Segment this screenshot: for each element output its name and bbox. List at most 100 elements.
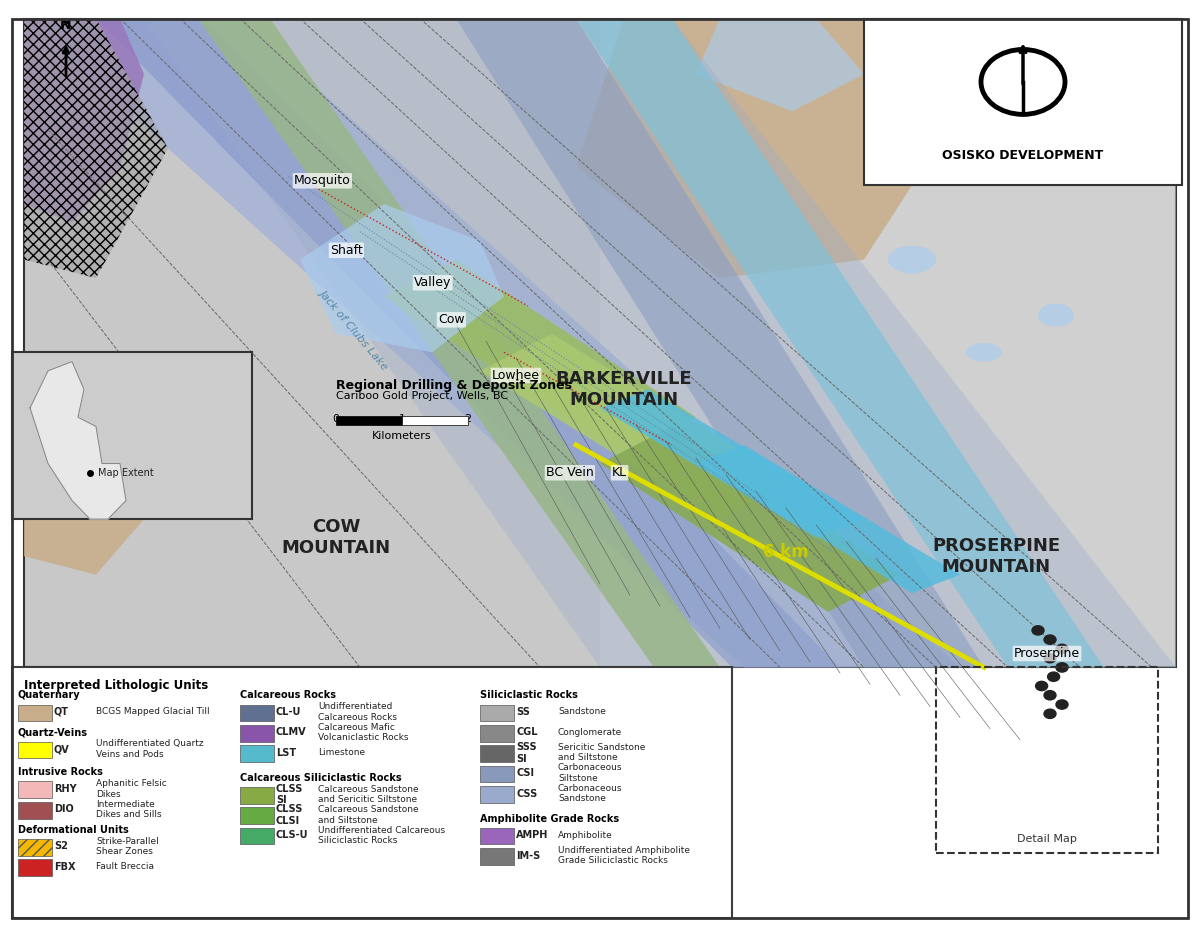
Text: Sandstone: Sandstone — [558, 707, 606, 717]
Text: Fault Breccia: Fault Breccia — [96, 862, 154, 871]
Polygon shape — [576, 19, 1104, 667]
Text: Siliciclastic Rocks: Siliciclastic Rocks — [480, 691, 578, 700]
Circle shape — [1036, 681, 1048, 691]
Text: Sericitic Sandstone
and Siltstone: Sericitic Sandstone and Siltstone — [558, 743, 646, 762]
Polygon shape — [480, 334, 792, 519]
Bar — [18, 802, 52, 819]
Text: Calcareous Mafic
Volcaniclastic Rocks: Calcareous Mafic Volcaniclastic Rocks — [318, 723, 408, 742]
Text: CL-U: CL-U — [276, 707, 301, 717]
Polygon shape — [696, 19, 864, 111]
Text: Proserpine: Proserpine — [1014, 647, 1080, 660]
Text: BC Vein: BC Vein — [546, 466, 594, 479]
Text: Mosquito: Mosquito — [294, 174, 350, 187]
Text: 2: 2 — [464, 414, 472, 425]
Bar — [402, 416, 468, 425]
Text: QT: QT — [54, 707, 70, 717]
Bar — [240, 787, 274, 804]
Polygon shape — [24, 445, 144, 575]
Polygon shape — [600, 426, 900, 612]
Circle shape — [1032, 626, 1044, 635]
Text: 0: 0 — [332, 414, 340, 425]
Circle shape — [986, 54, 1060, 109]
Text: CLMV: CLMV — [276, 728, 307, 737]
Bar — [24, 19, 1176, 667]
Text: Aphanitic Felsic
Dikes: Aphanitic Felsic Dikes — [96, 780, 167, 798]
Text: Carbonaceous
Sandstone: Carbonaceous Sandstone — [558, 784, 623, 803]
Text: AMPH: AMPH — [516, 831, 548, 840]
Text: CLSS
SI: CLSS SI — [276, 783, 304, 806]
Text: Undifferentiated Calcareous
Siliciclastic Rocks: Undifferentiated Calcareous Siliciclasti… — [318, 826, 445, 844]
Text: Map Extent: Map Extent — [98, 467, 154, 477]
Text: Carbonaceous
Siltstone: Carbonaceous Siltstone — [558, 764, 623, 782]
Bar — [240, 828, 274, 844]
Bar — [480, 828, 514, 844]
Ellipse shape — [1038, 304, 1074, 326]
Text: Strike-Parallel
Shear Zones: Strike-Parallel Shear Zones — [96, 837, 158, 856]
Circle shape — [1044, 654, 1056, 663]
Polygon shape — [696, 445, 960, 593]
Text: QV: QV — [54, 744, 70, 754]
Polygon shape — [96, 19, 840, 667]
Text: Intrusive Rocks: Intrusive Rocks — [18, 768, 103, 777]
Text: 6 km: 6 km — [763, 542, 809, 561]
Text: CSS: CSS — [516, 789, 538, 798]
Circle shape — [1044, 635, 1056, 644]
Polygon shape — [144, 19, 1176, 667]
Text: Limestone: Limestone — [318, 748, 365, 757]
Polygon shape — [384, 260, 696, 454]
Text: Interpreted Lithologic Units: Interpreted Lithologic Units — [24, 679, 209, 692]
Bar — [18, 781, 52, 798]
Circle shape — [1056, 644, 1068, 654]
Polygon shape — [600, 389, 864, 538]
Ellipse shape — [888, 246, 936, 273]
Text: PROSERPINE
MOUNTAIN: PROSERPINE MOUNTAIN — [932, 537, 1060, 576]
Text: Valley: Valley — [414, 276, 451, 289]
Text: Jack of Clubs Lake: Jack of Clubs Lake — [318, 287, 390, 371]
Bar — [12, 667, 732, 918]
Text: SSS
SI: SSS SI — [516, 742, 536, 764]
Polygon shape — [24, 19, 168, 278]
Text: Calcareous Sandstone
and Siltstone: Calcareous Sandstone and Siltstone — [318, 806, 419, 824]
Circle shape — [1048, 672, 1060, 681]
Bar — [480, 786, 514, 803]
Text: Undifferentiated Amphibolite
Grade Siliciclastic Rocks: Undifferentiated Amphibolite Grade Silic… — [558, 846, 690, 865]
Text: Amphibolite Grade Rocks: Amphibolite Grade Rocks — [480, 814, 619, 823]
Text: LST: LST — [276, 748, 296, 757]
Text: 1: 1 — [398, 414, 406, 425]
Polygon shape — [300, 204, 504, 352]
Text: Deformational Units: Deformational Units — [18, 825, 128, 834]
Text: FBX: FBX — [54, 862, 76, 871]
Text: SS: SS — [516, 707, 530, 717]
Bar — [240, 745, 274, 762]
Text: Detail Map: Detail Map — [1018, 833, 1076, 844]
Text: S2: S2 — [54, 842, 68, 851]
Text: Undifferentiated Quartz
Veins and Pods: Undifferentiated Quartz Veins and Pods — [96, 740, 204, 758]
Bar — [336, 416, 402, 425]
Circle shape — [1056, 663, 1068, 672]
Ellipse shape — [966, 343, 1002, 362]
Text: CLSS
CLSI: CLSS CLSI — [276, 804, 304, 826]
Text: Conglomerate: Conglomerate — [558, 728, 623, 737]
Bar — [480, 705, 514, 721]
Bar — [18, 859, 52, 876]
Text: Amphibolite: Amphibolite — [558, 831, 613, 840]
Text: Quartz-Veins: Quartz-Veins — [18, 728, 88, 737]
Bar — [18, 705, 52, 721]
Bar — [18, 839, 52, 856]
Bar — [936, 667, 1158, 853]
Text: BCGS Mapped Glacial Till: BCGS Mapped Glacial Till — [96, 707, 210, 717]
Polygon shape — [198, 19, 720, 667]
Text: Cariboo Gold Project, Wells, BC: Cariboo Gold Project, Wells, BC — [336, 391, 508, 401]
Polygon shape — [600, 19, 1176, 667]
Bar — [480, 766, 514, 782]
Text: BARKERVILLE
MOUNTAIN: BARKERVILLE MOUNTAIN — [556, 370, 692, 409]
Bar — [18, 742, 52, 758]
Bar — [240, 807, 274, 824]
Text: Cow: Cow — [438, 313, 464, 326]
Polygon shape — [24, 19, 144, 222]
Text: DIO: DIO — [54, 805, 73, 814]
Polygon shape — [30, 362, 126, 519]
Text: CLS-U: CLS-U — [276, 831, 308, 840]
Text: COW
MOUNTAIN: COW MOUNTAIN — [282, 518, 390, 557]
Text: Calcareous Rocks: Calcareous Rocks — [240, 691, 336, 700]
